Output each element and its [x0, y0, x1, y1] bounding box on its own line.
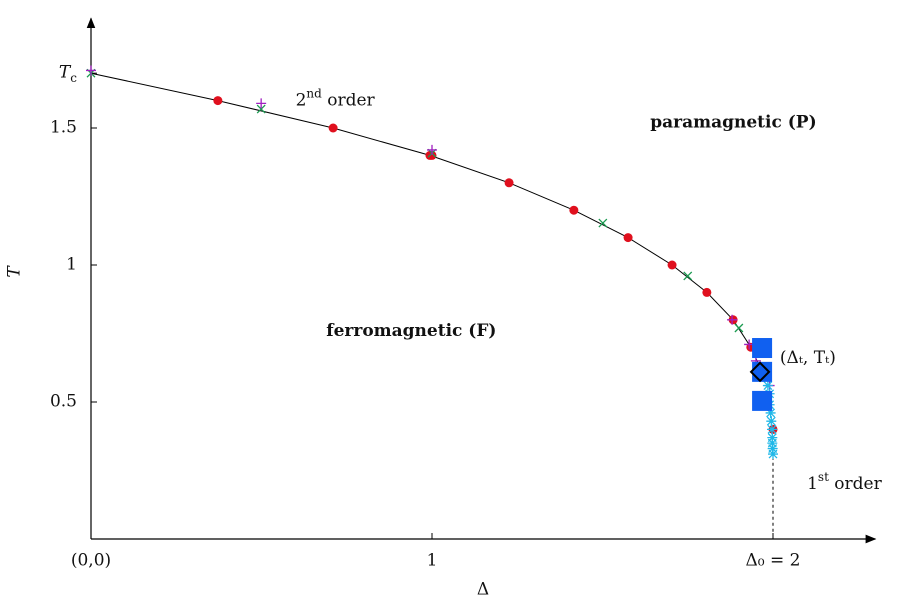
data-point	[752, 390, 773, 411]
annotation-tail: order	[829, 474, 883, 494]
data-point	[752, 338, 773, 359]
annotation: (Δₜ, Tₜ)	[780, 348, 836, 368]
data-point	[683, 271, 693, 281]
y-tick-sub: c	[70, 71, 77, 85]
data-point	[767, 438, 778, 449]
annotation: ferromagnetic (F)	[326, 320, 496, 340]
y-tick-label: 1	[66, 255, 77, 275]
data-point	[762, 380, 773, 391]
annotation-text: (Δₜ, Tₜ)	[780, 348, 836, 368]
annotation-text: paramagnetic (P)	[650, 112, 816, 132]
x-tick-label: Δ₀ = 2	[746, 551, 801, 571]
annotation-sup: st	[818, 470, 829, 484]
data-point	[623, 233, 633, 243]
x-tick-label: 1	[427, 551, 438, 571]
data-point	[768, 449, 778, 460]
data-point	[667, 260, 677, 270]
data-point	[766, 424, 777, 435]
data-point	[256, 104, 266, 114]
annotation: 2nd order	[296, 86, 376, 110]
data-point	[727, 314, 738, 325]
y-tick-label: Tc	[59, 63, 77, 85]
data-point	[86, 65, 96, 76]
data-point	[427, 150, 437, 160]
annotation-tail: order	[322, 90, 376, 110]
y-tick-label: 1.5	[50, 118, 77, 138]
data-point	[734, 323, 744, 333]
x-tick-label: (0,0)	[71, 551, 111, 571]
annotation-text: 1	[807, 474, 818, 494]
data-point	[702, 287, 712, 297]
data-point	[766, 416, 777, 427]
annotation: 1st order	[807, 470, 883, 494]
y-tick-label: 0.5	[50, 392, 77, 412]
data-point	[213, 96, 223, 106]
annotation-text: ferromagnetic (F)	[326, 320, 496, 340]
data-point	[765, 407, 776, 418]
data-point	[569, 205, 579, 215]
data-point	[427, 144, 437, 155]
annotation: paramagnetic (P)	[650, 112, 816, 132]
x-axis-label: Δ	[477, 580, 489, 600]
y-axis-label: T	[5, 265, 25, 278]
data-point	[767, 432, 778, 443]
data-point	[767, 443, 778, 454]
annotation-sup: nd	[306, 86, 322, 100]
data-point	[504, 178, 514, 188]
annotation-text: 2	[296, 90, 307, 110]
data-point	[256, 98, 267, 109]
data-point	[598, 218, 608, 228]
data-point	[749, 361, 771, 383]
data-point	[328, 123, 338, 133]
